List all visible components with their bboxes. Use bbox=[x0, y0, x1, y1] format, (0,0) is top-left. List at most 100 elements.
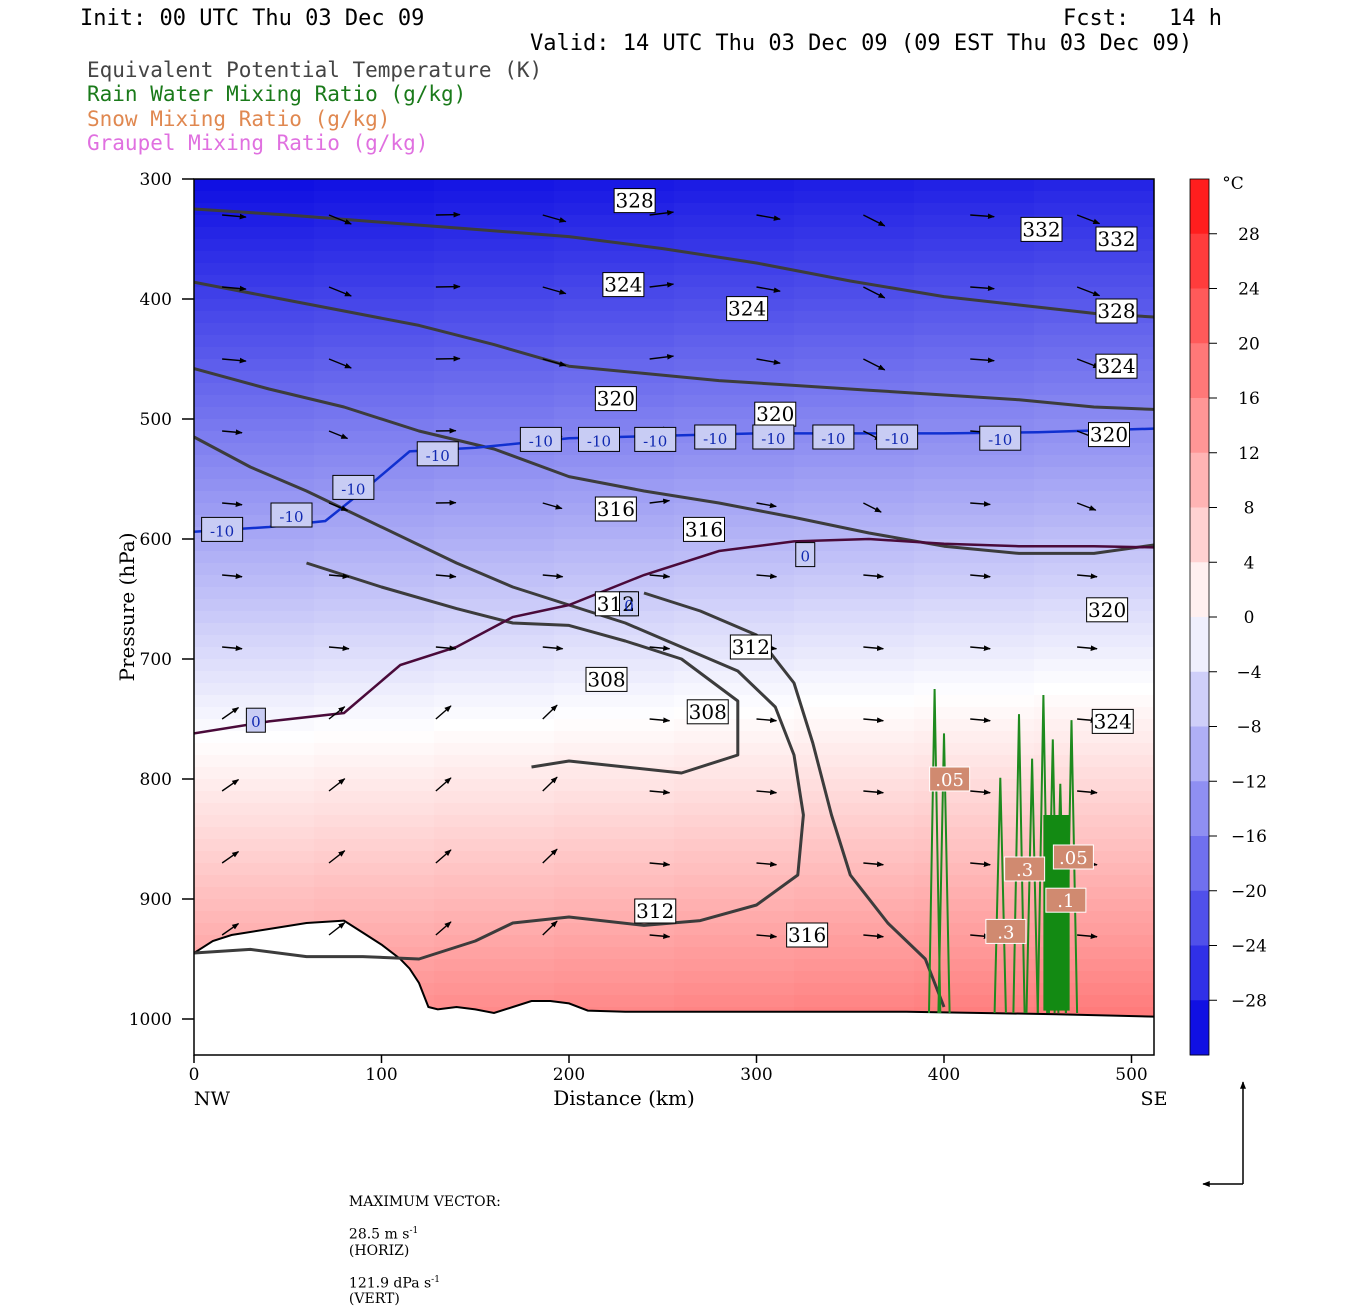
colorbar-segment bbox=[1190, 343, 1209, 398]
temp-shade-cell bbox=[794, 359, 915, 372]
temp-shade-cell bbox=[554, 851, 675, 864]
temp-shade-cell bbox=[194, 251, 315, 264]
temp-shade-cell bbox=[314, 203, 435, 216]
temp-shade-cell bbox=[914, 503, 1035, 516]
temp-shade-cell bbox=[914, 455, 1035, 468]
temp-shade-cell bbox=[194, 743, 315, 756]
temp-shade-cell bbox=[434, 851, 555, 864]
temp-shade-cell bbox=[314, 275, 435, 288]
temp-shade-cell bbox=[314, 635, 435, 648]
temp-shade-cell bbox=[674, 215, 795, 228]
temp-shade-cell bbox=[194, 755, 315, 768]
temp-shade-cell bbox=[434, 407, 555, 420]
temp-shade-cell bbox=[434, 887, 555, 900]
temp-shade-cell bbox=[314, 743, 435, 756]
temp-shade-cell bbox=[794, 791, 915, 804]
temp-shade-cell bbox=[194, 647, 315, 660]
temp-shade-cell bbox=[1034, 563, 1155, 576]
temp-shade-cell bbox=[794, 887, 915, 900]
temp-shade-cell bbox=[794, 695, 915, 708]
temp-shade-cell bbox=[914, 659, 1035, 672]
temp-shade-cell bbox=[314, 467, 435, 480]
temp-shade-cell bbox=[914, 623, 1035, 636]
temp-shade-cell bbox=[194, 359, 315, 372]
temp-shade-cell bbox=[194, 599, 315, 612]
temp-shade-cell bbox=[674, 863, 795, 876]
x-tick-label: 500 bbox=[1115, 1065, 1147, 1085]
temp-shade-cell bbox=[674, 227, 795, 240]
temp-shade-cell bbox=[1034, 179, 1155, 192]
temp-shade-cell bbox=[194, 899, 315, 912]
temp-shade-cell bbox=[434, 875, 555, 888]
temp-shade-cell bbox=[314, 827, 435, 840]
temp-shade-cell bbox=[794, 671, 915, 684]
contour-label: -10 bbox=[587, 432, 611, 450]
colorbar-segment bbox=[1190, 891, 1209, 946]
temp-shade-cell bbox=[314, 335, 435, 348]
temp-shade-cell bbox=[794, 191, 915, 204]
contour-label: 328 bbox=[1097, 299, 1135, 323]
max-vector-label: MAXIMUM VECTOR: bbox=[349, 1194, 501, 1210]
colorbar-tick-label: 12 bbox=[1238, 444, 1260, 464]
temp-shade-cell bbox=[794, 839, 915, 852]
temp-shade-cell bbox=[434, 359, 555, 372]
temp-shade-cell bbox=[194, 587, 315, 600]
temp-shade-cell bbox=[434, 767, 555, 780]
temp-shade-cell bbox=[194, 695, 315, 708]
temp-shade-cell bbox=[674, 563, 795, 576]
temp-shade-cell bbox=[674, 803, 795, 816]
temp-shade-cell bbox=[554, 827, 675, 840]
temp-shade-cell bbox=[914, 695, 1035, 708]
temp-shade-cell bbox=[434, 695, 555, 708]
temp-shade-cell bbox=[194, 551, 315, 564]
temp-shade-cell bbox=[794, 827, 915, 840]
temp-shade-cell bbox=[794, 683, 915, 696]
temp-shade-cell bbox=[554, 803, 675, 816]
temp-shade-cell bbox=[914, 899, 1035, 912]
contour-label: 320 bbox=[1088, 598, 1126, 622]
temp-shade-cell bbox=[914, 731, 1035, 744]
temp-shade-cell bbox=[794, 335, 915, 348]
temp-shade-cell bbox=[314, 563, 435, 576]
contour-label: -10 bbox=[988, 431, 1012, 449]
temp-shade-cell bbox=[674, 935, 795, 948]
contour-label: 308 bbox=[689, 700, 727, 724]
temp-shade-cell bbox=[314, 611, 435, 624]
colorbar-segment bbox=[1190, 508, 1209, 563]
temp-shade-cell bbox=[434, 923, 555, 936]
temp-shade-cell bbox=[794, 647, 915, 660]
temp-shade-cell bbox=[194, 659, 315, 672]
temp-shade-cell bbox=[794, 227, 915, 240]
temp-shade-cell bbox=[674, 455, 795, 468]
y-tick-label: 900 bbox=[140, 890, 172, 910]
colorbar-segment bbox=[1190, 617, 1209, 672]
temp-shade-cell bbox=[554, 779, 675, 792]
temp-shade-cell bbox=[314, 767, 435, 780]
colorbar-tick-label: 8 bbox=[1244, 499, 1255, 519]
temp-shade-cell bbox=[1034, 275, 1155, 288]
temp-shade-cell bbox=[314, 779, 435, 792]
y-tick-label: 1000 bbox=[129, 1010, 172, 1030]
temp-shade-cell bbox=[194, 671, 315, 684]
max-vector-horiz-unit: (HORIZ) bbox=[349, 1243, 409, 1259]
contour-label: 320 bbox=[597, 387, 635, 411]
temp-shade-cell bbox=[1034, 455, 1155, 468]
temp-shade-cell bbox=[674, 995, 795, 1008]
temp-shade-cell bbox=[674, 587, 795, 600]
temp-shade-cell bbox=[794, 599, 915, 612]
temp-shade-cell bbox=[314, 395, 435, 408]
temp-shade-cell bbox=[914, 179, 1035, 192]
temp-shade-cell bbox=[794, 503, 915, 516]
contour-label: 316 bbox=[597, 497, 635, 521]
contour-label: 312 bbox=[732, 635, 770, 659]
temp-shade-cell bbox=[194, 791, 315, 804]
max-vector-vert: 121.9 dPa s bbox=[349, 1275, 431, 1291]
temp-shade-cell bbox=[674, 827, 795, 840]
temp-shade-cell bbox=[194, 887, 315, 900]
temp-shade-cell bbox=[434, 899, 555, 912]
colorbar-segment bbox=[1190, 453, 1209, 508]
temp-shade-cell bbox=[794, 311, 915, 324]
contour-label: 316 bbox=[788, 923, 826, 947]
temp-shade-cell bbox=[674, 263, 795, 276]
